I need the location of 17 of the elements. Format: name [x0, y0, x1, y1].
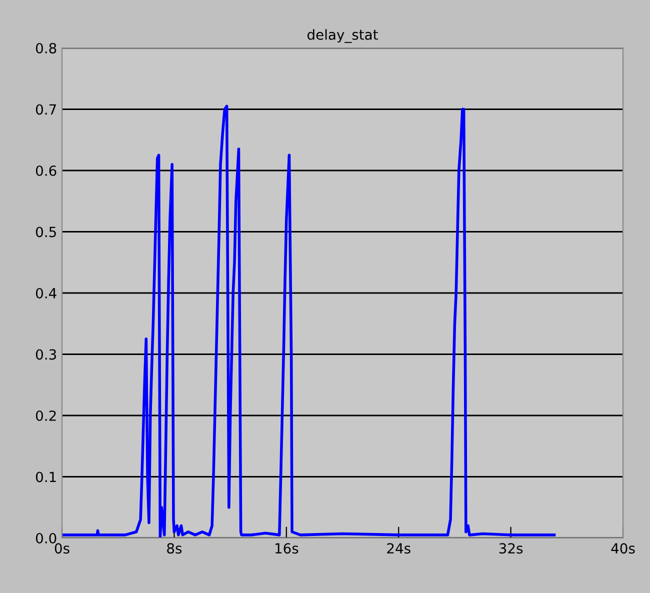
y-tick-label: 0.2 — [36, 410, 56, 421]
chart-title: delay_stat — [308, 29, 378, 43]
y-tick-label: 0.8 — [36, 42, 56, 54]
x-tick-label: 24s — [387, 543, 410, 554]
x-tick-label: 8s — [167, 543, 182, 554]
y-tick-label: 0.7 — [36, 104, 56, 115]
y-tick-label: 0.5 — [36, 226, 56, 238]
x-tick-label: 16s — [275, 543, 298, 554]
y-tick-label: 0.1 — [36, 472, 56, 482]
x-tick-label: 32s — [499, 543, 523, 554]
x-tick-label: 0s — [54, 543, 70, 554]
y-tick-label: 0.6 — [36, 165, 56, 176]
y-tick-label: 0.3 — [36, 349, 56, 360]
line-series — [62, 104, 556, 538]
x-tick-label: 40s — [611, 543, 635, 554]
y-tick-label: 0.4 — [36, 288, 56, 298]
y-tick-label: 0.0 — [36, 532, 56, 544]
